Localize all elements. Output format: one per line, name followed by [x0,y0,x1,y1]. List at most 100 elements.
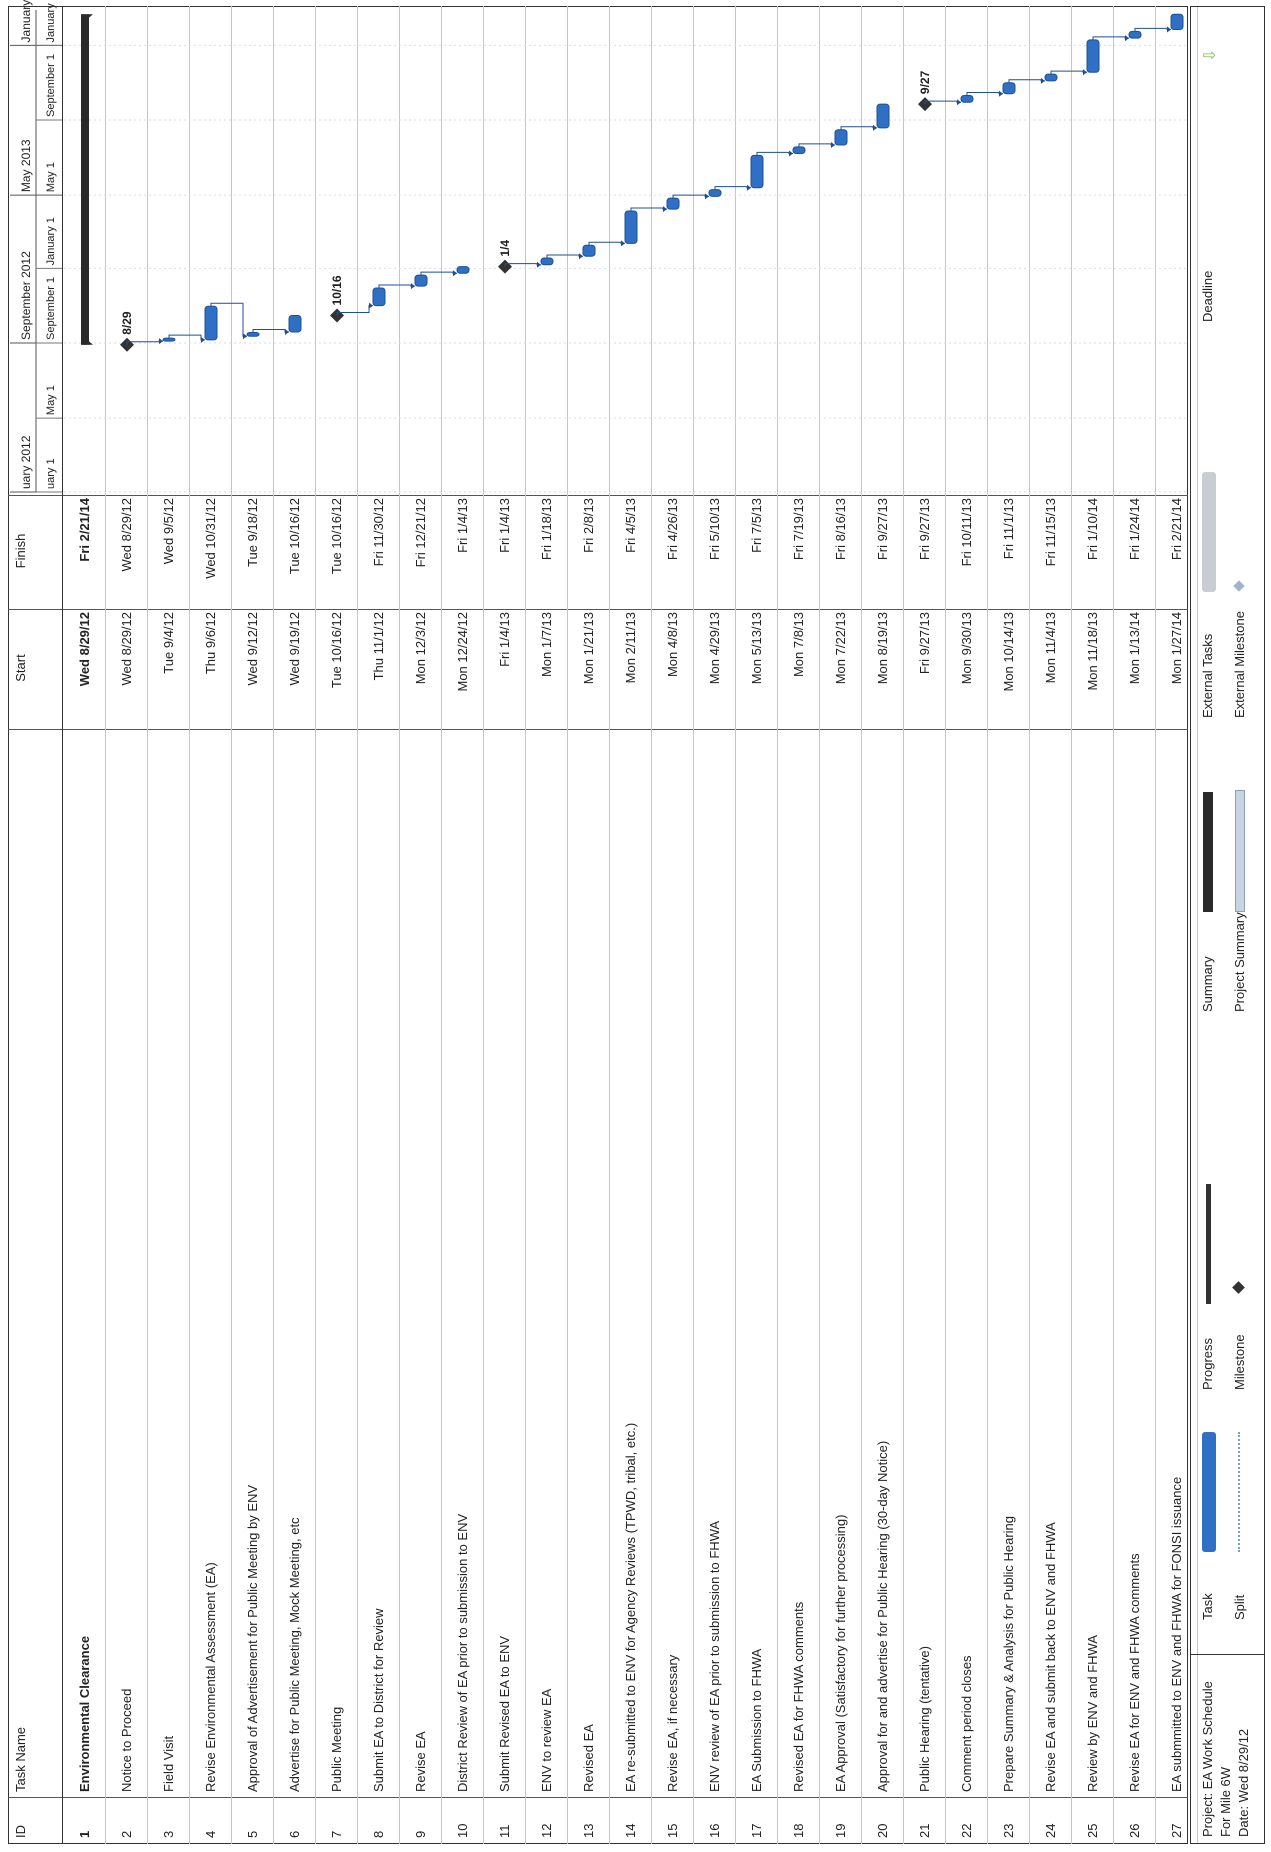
task-bar [456,266,470,274]
task-bar [1044,73,1058,82]
dependency-link [966,92,1003,96]
project-name: Project: EA Work Schedule For Mile 6W [1200,1681,1233,1837]
legend-progress-label: Progress [1200,1337,1215,1390]
task-bar [204,305,218,341]
dependency-arrow [957,99,961,106]
dependency-arrow [999,90,1003,97]
task-bar [1170,13,1184,31]
dependency-arrow [159,338,163,345]
dependency-link [630,207,667,211]
legend-progress-swatch [1206,1184,1211,1304]
dependency-link [1050,70,1087,75]
dependency-link [588,241,625,246]
dependency-link [546,254,583,259]
dependency-arrow [1083,69,1087,76]
timescale-minor-label: January 1 [45,0,57,42]
dependency-arrow [747,184,751,191]
task-bar [162,337,176,342]
task-bar [1128,30,1142,39]
project-info: Project: EA Work Schedule For Mile 6W Da… [1190,1654,1265,1844]
milestone-label: 9/27 [918,70,932,94]
dependency-arrow [873,124,877,131]
timescale-major-label: uary 2012 [19,435,33,489]
dependency-arrow [537,261,541,268]
dependency-link [1134,27,1171,32]
timescale-minor-label: May 1 [45,385,57,415]
dependency-arrow [579,253,583,260]
milestone-label: 8/29 [120,311,134,335]
task-bar [834,129,848,146]
legend-project-summary-swatch [1235,790,1245,912]
timescale-major-label: May 2013 [19,139,33,192]
dependency-link [756,151,793,156]
dependency-arrow [453,270,457,277]
dependency-arrow [1041,77,1045,84]
timescale-major-label: September 2012 [19,251,33,340]
task-bar [876,103,890,129]
dependency-link [840,126,877,130]
summary-bar-cap-end [81,14,93,20]
legend-external-tasks-label: External Tasks [1200,633,1215,718]
dependency-link [378,284,415,288]
timescale-minor-label: September 1 [45,277,57,340]
task-bar [288,314,302,333]
dependency-link [714,186,751,190]
dependency-link [672,194,709,199]
legend-summary-swatch [1203,792,1213,912]
legend-milestone-label: Milestone [1232,1334,1247,1390]
legend-split-label: Split [1232,1594,1247,1620]
task-bar [1002,82,1016,95]
legend-task-swatch [1202,1432,1216,1552]
timescale-minor-label: January 1 [45,217,57,265]
dependency-arrow [705,193,709,200]
timescale-minor-label: September 1 [45,54,57,117]
dependency-link [1092,36,1129,40]
dependency-arrow [201,336,205,343]
task-bar [708,189,722,197]
dependency-arrow [1167,26,1171,33]
dependency-arrow [285,328,289,335]
timescale-minor-label: May 1 [45,162,57,192]
legend-project-summary-label: Project Summary [1232,912,1247,1012]
dependency-arrow [243,333,247,340]
dependency-arrow [369,302,373,309]
dependency-arrow [411,283,415,290]
dependency-arrow [1125,35,1129,42]
summary-bar [81,14,89,345]
summary-bar-cap-start [81,339,93,345]
dependency-link [798,143,835,147]
timescale-major-label: January 2014 [19,0,33,42]
legend-task-label: Task [1200,1593,1215,1620]
dependency-arrow [621,240,625,247]
legend-deadline-label: Deadline [1200,270,1215,322]
task-bar [792,146,806,155]
milestone-label: 10/16 [330,275,344,305]
task-bar [624,210,638,244]
task-bar [414,274,428,287]
dependency-link [420,271,457,276]
task-bar [1086,39,1100,73]
legend-deadline-icon: ⇩ [1202,48,1219,62]
milestone-label: 1/4 [498,240,512,257]
task-bar [666,197,680,210]
task-bar [582,244,596,257]
task-bar [246,332,260,337]
timescale-minor-label: uary 1 [45,458,57,489]
dependency-arrow [663,206,667,213]
task-bar [540,257,554,266]
legend-summary-label: Summary [1200,956,1215,1012]
task-bar [960,95,974,103]
project-date: Date: Wed 8/29/12 [1236,1728,1251,1837]
legend-external-milestone-label: External Milestone [1232,611,1247,718]
dependency-arrow [789,150,793,157]
dependency-arrow [831,142,835,149]
legend-split-swatch [1238,1432,1240,1552]
dependency-link [1008,79,1045,83]
legend-external-tasks-swatch [1202,472,1216,592]
dependency-link [252,329,289,333]
task-bar [372,287,386,307]
task-bar [750,154,764,189]
